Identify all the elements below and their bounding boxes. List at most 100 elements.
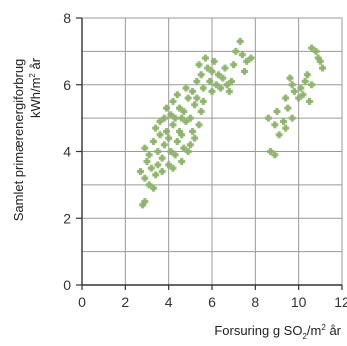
data-point: [228, 77, 235, 85]
data-point: [145, 151, 153, 159]
data-point: [264, 114, 272, 122]
data-point: [197, 71, 205, 79]
data-point: [145, 181, 153, 189]
data-point: [184, 148, 192, 155]
data-point: [158, 154, 166, 162]
data-point: [223, 81, 231, 89]
data-point: [189, 127, 196, 135]
data-point: [167, 111, 175, 119]
data-point: [303, 71, 311, 79]
x-tick-label: 12: [334, 294, 347, 310]
data-point: [195, 121, 203, 129]
data-point: [243, 57, 251, 65]
data-point: [275, 131, 283, 139]
data-point: [297, 84, 305, 92]
data-point: [221, 64, 229, 72]
data-point: [273, 107, 281, 115]
x-tick-label: 6: [208, 294, 216, 310]
y-tick-label: 6: [63, 77, 71, 93]
data-point: [150, 184, 157, 192]
data-point: [193, 94, 201, 102]
data-point: [158, 168, 166, 176]
data-point: [167, 148, 175, 155]
data-point: [195, 61, 203, 69]
y-tick-label: 2: [63, 210, 71, 226]
data-point: [141, 144, 149, 152]
data-point: [147, 164, 155, 172]
data-point: [282, 94, 290, 102]
data-point: [186, 141, 194, 149]
data-point: [191, 134, 199, 142]
data-point: [288, 81, 296, 89]
data-point: [169, 121, 177, 129]
data-point: [267, 148, 274, 155]
data-point: [160, 141, 168, 149]
data-point: [163, 104, 170, 112]
data-point: [241, 67, 248, 75]
data-point: [176, 104, 183, 112]
data-point: [202, 54, 209, 62]
data-point: [165, 134, 173, 142]
data-point: [271, 121, 279, 129]
data-point: [215, 71, 222, 79]
data-point: [189, 87, 196, 95]
data-point: [150, 137, 157, 145]
x-tick-label: 10: [291, 294, 307, 310]
data-point: [282, 124, 290, 132]
data-point: [154, 161, 162, 169]
data-point: [212, 81, 220, 89]
x-tick-label: 4: [165, 294, 173, 310]
data-point: [299, 91, 307, 99]
data-point: [306, 97, 313, 105]
y-axis-label: Samlet primærenergiforbrug kWh/m2 år: [11, 57, 43, 221]
x-axis-label: Forsuring g SO2/m2 år: [214, 323, 341, 341]
data-point: [271, 151, 279, 159]
data-point: [208, 67, 216, 75]
data-point: [169, 164, 177, 172]
data-point: [308, 81, 316, 89]
x-tick-label: 2: [121, 294, 129, 310]
data-point: [171, 114, 179, 122]
data-point: [141, 174, 149, 182]
data-point: [204, 64, 212, 72]
data-point: [182, 84, 190, 92]
y-tick-label: 0: [63, 277, 71, 293]
data-point: [295, 94, 303, 102]
data-point: [178, 131, 186, 139]
data-point: [156, 117, 164, 125]
data-point: [219, 74, 227, 82]
data-point: [180, 144, 188, 152]
data-point: [199, 97, 207, 105]
data-point: [139, 201, 147, 209]
data-point: [191, 101, 199, 109]
data-point: [308, 44, 316, 52]
data-point: [238, 51, 246, 59]
data-point: [197, 107, 205, 115]
data-point: [193, 77, 201, 85]
data-point: [180, 107, 188, 115]
data-point: [236, 37, 244, 45]
data-point: [141, 198, 149, 206]
data-point: [225, 87, 233, 95]
data-point: [319, 64, 326, 72]
data-point: [173, 91, 181, 99]
x-tick-label: 8: [251, 294, 259, 310]
data-point: [143, 158, 151, 166]
data-point: [182, 117, 190, 125]
data-point: [156, 131, 164, 139]
data-point: [137, 168, 144, 176]
data-point: [280, 117, 287, 125]
data-point: [199, 84, 207, 92]
y-tick-label: 8: [63, 10, 71, 26]
data-point: [176, 127, 183, 135]
data-point: [232, 47, 240, 55]
data-point: [284, 104, 292, 112]
data-point: [184, 94, 192, 102]
data-point: [178, 114, 186, 122]
data-point: [316, 57, 324, 65]
data-points: [137, 37, 326, 209]
data-point: [171, 151, 179, 159]
data-point: [152, 171, 160, 179]
data-point: [290, 87, 298, 95]
